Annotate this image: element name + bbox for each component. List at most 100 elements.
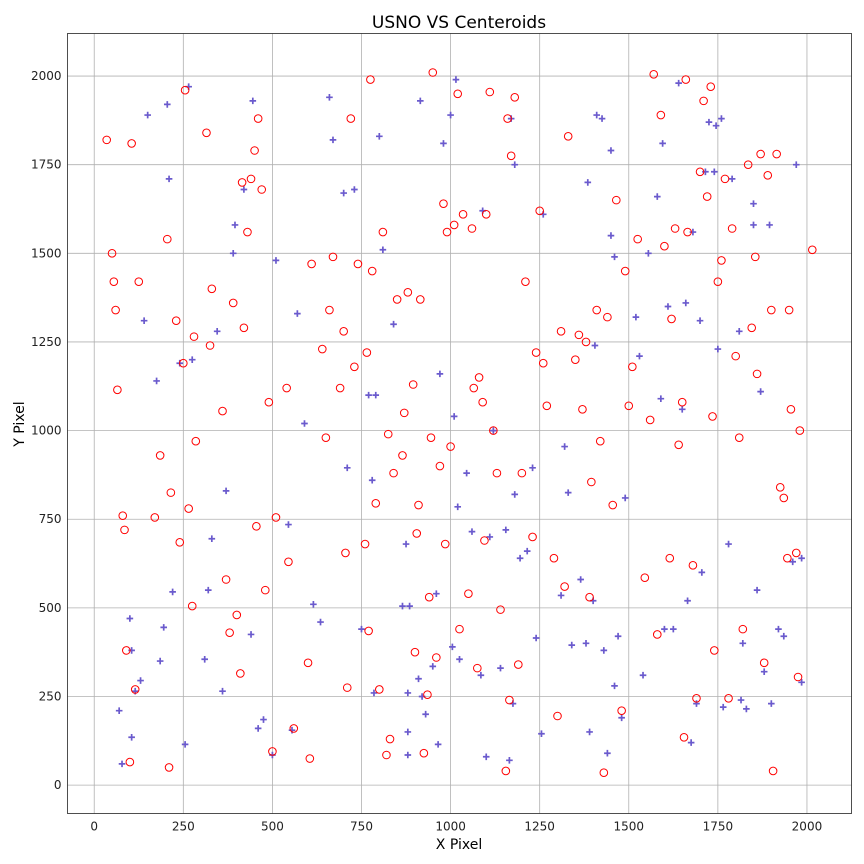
usno-point (689, 228, 697, 236)
centroid-point (560, 582, 569, 591)
centroid-point (118, 511, 128, 520)
centroid-point (702, 192, 712, 201)
usno-point (645, 250, 652, 257)
usno-point (181, 741, 189, 748)
centroid-point (127, 139, 136, 148)
centroid-point (656, 110, 666, 120)
centroid-point (478, 397, 487, 407)
centroid-point (207, 284, 217, 294)
usno-point (568, 641, 576, 649)
centroid-point (102, 135, 111, 145)
centroid-point (446, 442, 455, 451)
centroid-point (383, 429, 393, 439)
centroid-point (171, 316, 181, 325)
centroid-point (253, 114, 263, 123)
usno-point (702, 168, 709, 176)
usno-point (128, 733, 135, 741)
centroid-point (574, 330, 584, 340)
centroid-point (432, 653, 441, 662)
usno-point (219, 687, 226, 695)
x-axis-label: X Pixel (436, 837, 482, 853)
usno-point (433, 590, 440, 597)
usno-point (639, 671, 647, 679)
centroid-point (756, 149, 765, 159)
usno-point (326, 94, 333, 101)
usno-point (714, 345, 722, 353)
usno-point (447, 111, 454, 119)
centroid-point (617, 706, 626, 715)
usno-point (156, 657, 164, 665)
usno-point (586, 728, 593, 736)
centroid-point (480, 536, 489, 545)
usno-point (523, 547, 531, 555)
usno-point (153, 377, 160, 385)
usno-point (511, 491, 519, 498)
usno-point (636, 352, 643, 360)
centroid-point (271, 513, 281, 522)
usno-point (201, 655, 208, 663)
centroid-point (243, 227, 252, 237)
centroid-point (342, 683, 352, 692)
usno-point (340, 189, 347, 197)
centroid-point (752, 369, 762, 379)
usno-point (213, 328, 221, 335)
centroid-point (449, 220, 459, 230)
centroid-point (571, 355, 580, 364)
centroid-point (341, 548, 350, 558)
usno-point (452, 76, 460, 83)
usno-point (725, 540, 732, 548)
usno-point (611, 682, 618, 690)
centroid-point (793, 672, 803, 682)
centroid-point (162, 234, 172, 244)
centroid-point (612, 195, 621, 205)
centroid-point (759, 658, 769, 668)
usno-point (564, 489, 572, 496)
usno-point (753, 586, 761, 594)
centroid-point (786, 405, 796, 414)
centroid-point (423, 690, 432, 700)
y-tick-label: 1500 (31, 246, 62, 260)
centroid-point (346, 114, 356, 123)
usno-point (582, 640, 590, 647)
usno-point (735, 328, 743, 335)
usno-point (775, 625, 782, 633)
usno-point (144, 111, 151, 119)
centroid-point (727, 224, 737, 233)
usno-point (482, 753, 490, 761)
usno-point (406, 602, 413, 610)
usno-point (798, 679, 805, 686)
usno-point (404, 689, 412, 697)
centroid-point (428, 68, 438, 77)
usno-point (653, 193, 661, 200)
usno-point (675, 79, 682, 87)
usno-point (532, 634, 540, 642)
centroid-point (109, 277, 119, 286)
centroid-point (134, 277, 144, 286)
centroid-point (720, 174, 730, 184)
usno-point (657, 395, 665, 402)
centroid-point (652, 630, 662, 639)
grid (67, 33, 852, 814)
usno-point (370, 689, 378, 697)
usno-point (593, 111, 600, 119)
centroid-point (325, 305, 334, 315)
centroid-point (587, 477, 596, 487)
x-tick-label: 1500 (613, 820, 644, 834)
usno-point (329, 136, 337, 144)
centroid-point (473, 663, 482, 673)
usno-point (231, 221, 239, 229)
usno-point (365, 391, 372, 399)
centroid-point (282, 383, 291, 393)
centroid-point (205, 341, 215, 350)
centroid-point (464, 589, 473, 598)
centroid-point (389, 468, 398, 478)
centroid-point (501, 766, 511, 776)
usno-point (429, 663, 437, 670)
centroid-point (481, 210, 491, 219)
centroid-point (763, 171, 773, 180)
centroid-point (113, 385, 122, 395)
centroid-point (250, 146, 259, 155)
usno-point (288, 726, 296, 734)
centroid-point (353, 259, 363, 269)
centroid-point (772, 149, 781, 159)
